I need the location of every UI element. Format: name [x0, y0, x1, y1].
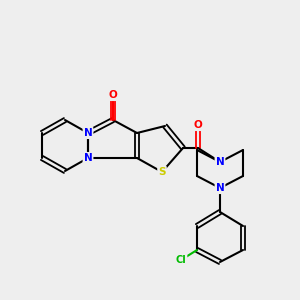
- Text: Cl: Cl: [176, 255, 186, 265]
- Text: O: O: [194, 120, 202, 130]
- Text: N: N: [216, 183, 224, 193]
- Text: N: N: [84, 153, 92, 163]
- Text: O: O: [109, 90, 117, 100]
- Text: S: S: [158, 167, 166, 177]
- Text: N: N: [84, 128, 92, 138]
- Text: N: N: [216, 157, 224, 167]
